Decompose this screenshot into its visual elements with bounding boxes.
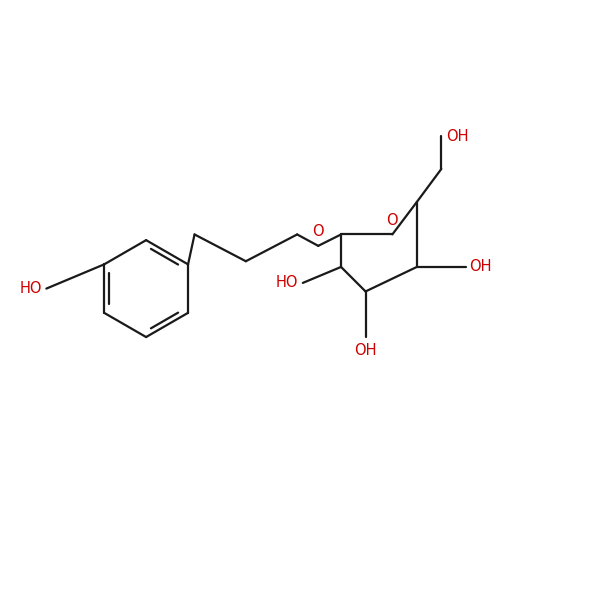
Text: OH: OH (469, 259, 492, 274)
Text: O: O (313, 224, 324, 239)
Text: OH: OH (446, 129, 469, 144)
Text: HO: HO (276, 275, 298, 290)
Text: O: O (386, 212, 398, 227)
Text: OH: OH (354, 343, 377, 358)
Text: HO: HO (20, 281, 43, 296)
